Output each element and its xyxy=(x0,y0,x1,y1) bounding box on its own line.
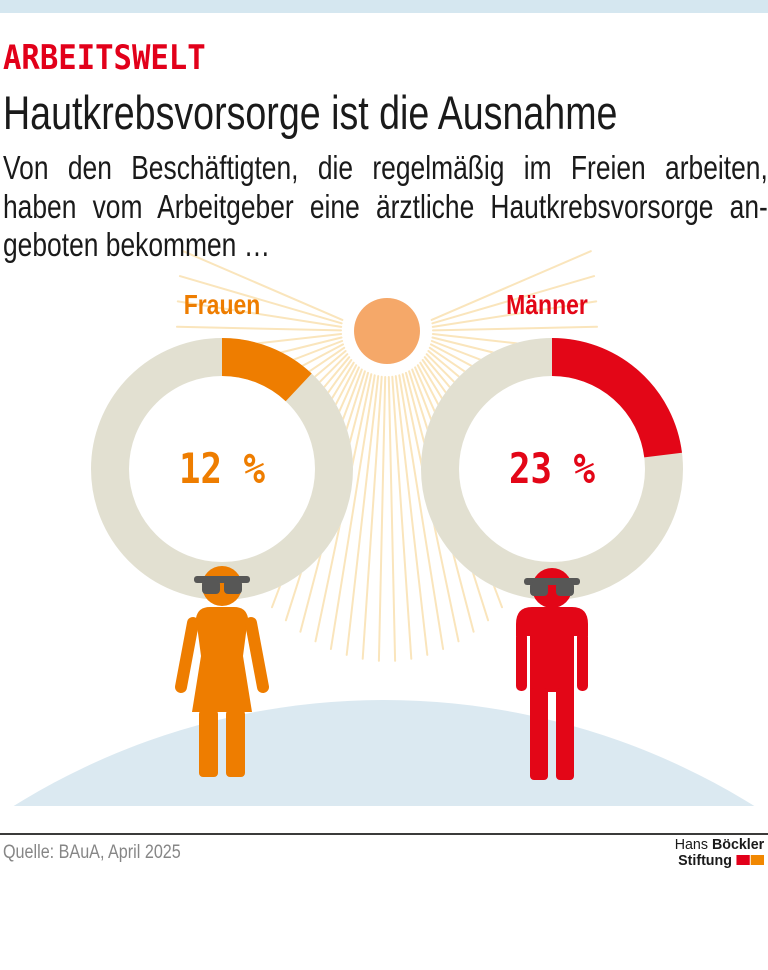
sunglasses-icon xyxy=(524,578,580,596)
value-label-frauen: 12 % xyxy=(179,444,265,493)
man-arm-right xyxy=(577,632,588,691)
legend-maenner: Männer xyxy=(506,289,588,320)
hill-shape xyxy=(13,700,755,806)
logo-orange-square-icon xyxy=(750,855,764,865)
sunglasses-icon xyxy=(194,576,250,594)
man-leg-right xyxy=(556,688,574,780)
donut-maenner-backdrop xyxy=(421,338,683,600)
intro-line-1: Von den Beschäftigten, die regelmäßig im… xyxy=(3,149,768,186)
logo-line-2: Stiftung xyxy=(674,853,764,869)
woman-arm-left xyxy=(175,617,199,693)
sun-icon xyxy=(354,298,420,364)
intro-line-2: haben vom Arbeitgeber eine ärztliche Hau… xyxy=(3,187,768,225)
intro-line-3: geboten bekommen … xyxy=(3,226,271,263)
man-arm-left xyxy=(516,632,527,691)
logo-squares-icon xyxy=(736,853,764,869)
woman-arm-right xyxy=(245,617,269,693)
man-torso xyxy=(530,632,574,672)
man-shoulders xyxy=(516,607,588,636)
woman-leg-right xyxy=(226,710,245,777)
woman-dress xyxy=(192,607,252,712)
logo-line-1: Hans Böckler xyxy=(674,837,764,853)
footer-divider xyxy=(0,833,768,835)
donut-frauen-arc xyxy=(91,338,353,600)
intro-text: Von den Beschäftigten, die regelmäßig im… xyxy=(3,149,768,265)
logo-hans: Hans xyxy=(674,836,708,853)
figure-man-icon xyxy=(516,568,588,780)
logo-red-square-icon xyxy=(736,855,750,865)
logo-boeckler: Böckler xyxy=(711,836,764,853)
man-leg-left xyxy=(530,688,548,780)
brand-logo: Hans Böckler Stiftung xyxy=(674,837,764,869)
top-accent-stripe xyxy=(0,0,768,13)
donut-frauen-backdrop xyxy=(91,338,353,600)
figure-woman-icon xyxy=(175,566,269,777)
value-label-maenner: 23 % xyxy=(509,444,595,493)
source-note: Quelle: BAuA, April 2025 xyxy=(3,842,181,863)
page-title: Hautkrebsvorsorge ist die Ausnahme xyxy=(3,86,618,139)
logo-stiftung: Stiftung xyxy=(677,852,732,869)
donut-maenner-arc xyxy=(421,338,683,600)
woman-leg-left xyxy=(199,710,218,777)
kicker: ARBEITSWELT xyxy=(3,38,206,78)
legend-frauen: Frauen xyxy=(183,289,261,320)
